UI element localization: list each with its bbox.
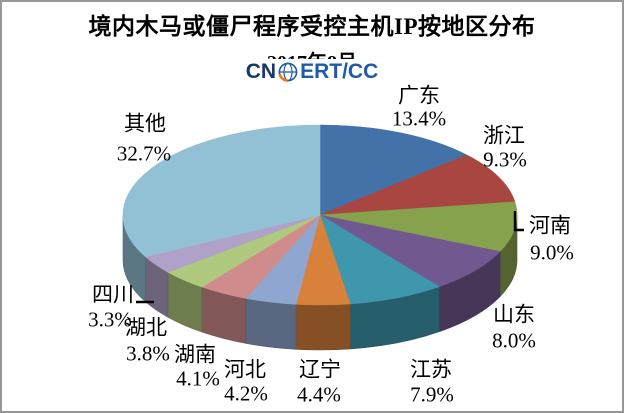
pie-slice-3: [319, 214, 501, 287]
chart-title: 境内木马或僵尸程序受控主机IP按地区分布: [88, 14, 536, 39]
logo-text-cn: CN: [245, 60, 277, 83]
globe-icon: [278, 62, 298, 82]
leader-line-henan: [513, 211, 524, 232]
pie-slice-10: [122, 124, 321, 258]
logo-text-ertcc: ERT/CC: [300, 60, 379, 83]
cncert-logo-box: CN ERT/CC: [239, 59, 385, 85]
pie-slice-4: [319, 214, 440, 305]
pie-slice-1: [319, 154, 516, 216]
cncert-logo: CN ERT/CC: [2, 59, 622, 85]
pie-slice-side: [245, 298, 297, 350]
pie-slice-0: [319, 124, 468, 216]
pie-slice-side: [295, 303, 351, 351]
